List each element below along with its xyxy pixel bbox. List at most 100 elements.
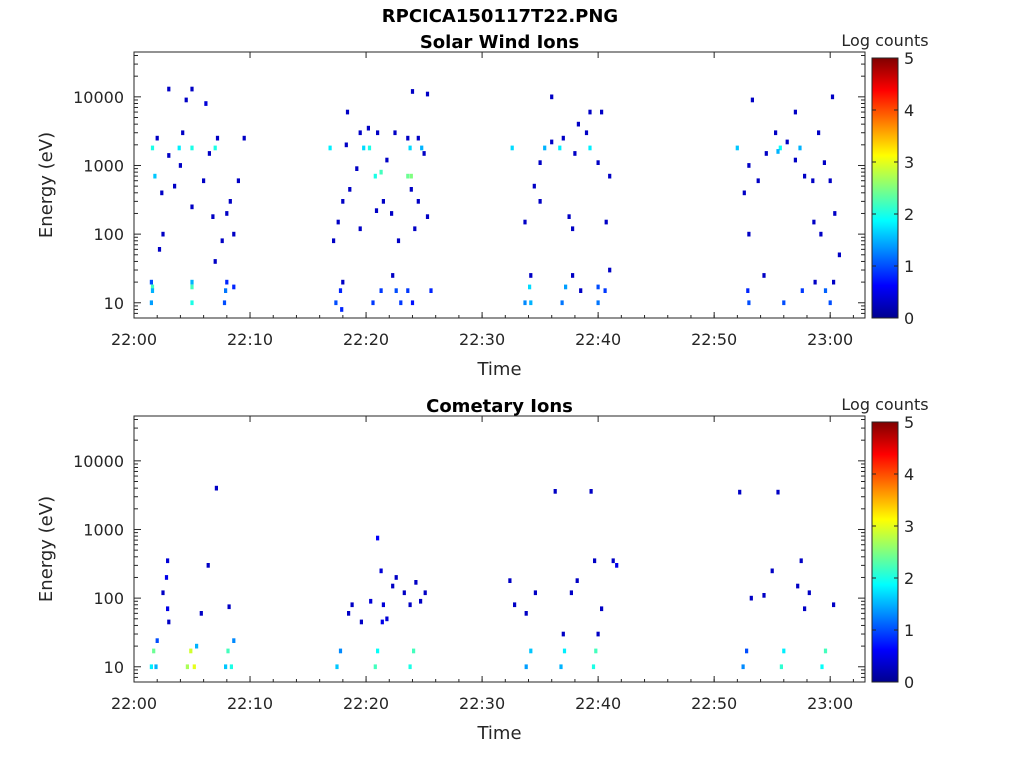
panel2-data-cell [423, 590, 427, 596]
panel1-data-cell [833, 211, 837, 216]
panel1-data-cell [385, 157, 389, 163]
panel1-colorbar-tick-label: 1 [904, 257, 914, 276]
panel2-data-cell [776, 489, 780, 495]
panel1-data-cell [819, 231, 823, 237]
panel1-x-tick-label: 22:10 [227, 330, 273, 349]
panel1-data-cell [425, 91, 430, 97]
panel1-data-cell [340, 307, 344, 312]
panel1-data-cell [341, 199, 345, 204]
panel2-data-cell [796, 583, 800, 589]
panel2-data-cell [741, 664, 745, 670]
panel1-data-cell [358, 226, 362, 232]
panel1-data-cell [215, 135, 220, 141]
panel1-data-cell [608, 173, 612, 179]
panel1-colorbar-tick-label: 3 [904, 153, 914, 172]
panel1-data-cell [376, 130, 380, 136]
panel2-data-cell [206, 563, 210, 568]
panel2-data-cell [402, 590, 406, 596]
panel1-data-cell [367, 145, 372, 151]
panel1-data-cell [181, 130, 185, 136]
panel2-title: Cometary Ions [426, 396, 573, 417]
panel1-data-cell [222, 300, 227, 306]
panel1-data-cell [211, 214, 215, 219]
panel1-data-cell [813, 279, 817, 285]
panel1-colorbar-tick-label: 0 [904, 309, 914, 328]
panel2-data-cell [192, 664, 196, 670]
panel1-data-cell [150, 288, 155, 293]
panel1-data-cell [832, 279, 836, 285]
panel1-y-tick-label: 10000 [73, 88, 124, 107]
panel1-data-cell [564, 284, 568, 290]
panel1-data-cell [429, 288, 433, 293]
panel1-y-tick-label: 1000 [83, 156, 124, 175]
panel1-data-cell [224, 288, 228, 293]
panel2-data-cell [385, 616, 389, 622]
panel1-data-cell [202, 178, 206, 184]
panel1-data-cell [410, 89, 415, 94]
panel2-data-cell [229, 664, 233, 670]
panel1-data-cell [764, 151, 768, 156]
panel2-data-cell [161, 590, 165, 596]
panel1-data-cell [155, 135, 159, 141]
panel1-data-cell [532, 183, 536, 189]
panel1-data-cell [190, 204, 194, 210]
panel2-data-cell [227, 604, 231, 610]
panel1-data-cell [811, 178, 815, 184]
panel1-data-cell [571, 273, 575, 278]
panel2-data-cell [369, 598, 373, 604]
panel1-data-cell [190, 145, 194, 151]
panel2-data-cell [214, 485, 218, 491]
panel1-data-cell [425, 214, 430, 219]
panel1-data-cell [184, 97, 188, 103]
panel1-y-tick-label: 100 [93, 225, 124, 244]
panel1-data-cell [558, 145, 562, 151]
panel2-x-tick-label: 23:00 [807, 694, 853, 713]
panel2-data-cell [770, 568, 774, 574]
panel1-data-cell [416, 135, 420, 141]
panel1-data-cell [588, 145, 592, 151]
panel1-data-cell [785, 139, 789, 145]
panel1-data-cell [422, 151, 426, 156]
panel1-data-cell [236, 178, 240, 184]
panel2-colorbar-frame [871, 421, 899, 683]
panel1-data-cell [410, 300, 415, 306]
panel2-data-cell [594, 648, 598, 654]
panel1-data-cell [341, 279, 345, 285]
panel2-data-cell [373, 664, 377, 670]
panel2-data-cell [380, 619, 384, 625]
panel1-data-cell [596, 300, 600, 306]
panel2-data-cell [414, 580, 418, 585]
panel1-data-cell [800, 288, 804, 293]
panel2-data-cell [379, 568, 383, 574]
panel1-data-cell [379, 169, 383, 175]
panel1-data-cell [747, 300, 751, 306]
panel1-data-cell [408, 145, 412, 151]
panel1-data-cell [596, 284, 600, 290]
panel2-data-cell [615, 563, 619, 568]
panel1-data-cell [362, 145, 366, 151]
panel1-data-cell [332, 238, 336, 244]
panel1-data-cell [567, 214, 571, 219]
panel2-data-cell [738, 489, 742, 495]
panel2-y-tick-label: 100 [93, 589, 124, 608]
panel1-data-cell [190, 300, 194, 306]
panel2-data-cell [166, 558, 170, 564]
panel1-data-cell [399, 300, 403, 306]
panel1-data-cell [793, 109, 797, 115]
panel1-data-cell [150, 145, 155, 151]
panel2-data-cell [832, 602, 836, 608]
panel2-data-cell [533, 590, 537, 596]
panel1-data-cell [550, 94, 554, 100]
panel1-data-cell [336, 219, 340, 225]
panel2-data-cell [575, 578, 579, 583]
panel1-data-cell [603, 288, 607, 293]
panel1-data-cell [416, 199, 420, 204]
panel2-data-cell [189, 648, 193, 654]
panel2-colorbar-tick-label: 2 [904, 569, 914, 588]
panel1-axes-frame [133, 51, 866, 319]
panel2-data-cell [524, 611, 528, 616]
panel2-data-cell [782, 648, 786, 654]
panel1-data-cell [391, 273, 395, 278]
panel1-data-cell [406, 288, 410, 293]
